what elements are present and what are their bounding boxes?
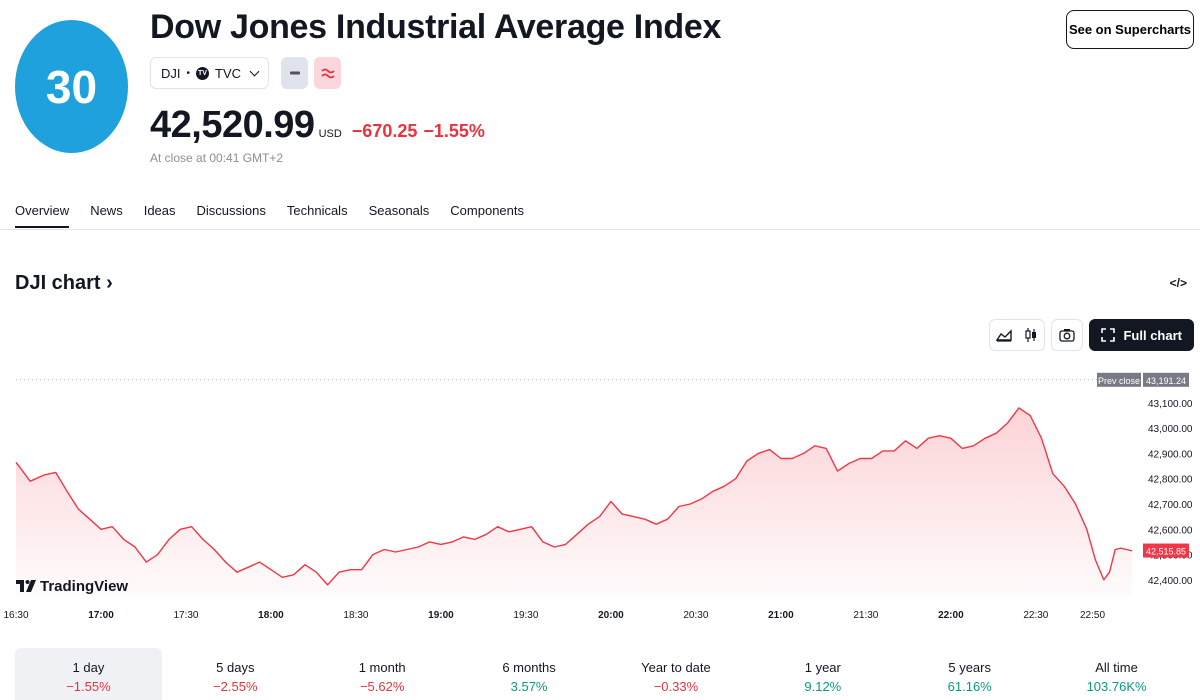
period-5-days[interactable]: 5 days −2.55% [162, 648, 309, 700]
period-label: 6 months [502, 660, 556, 675]
x-tick-label: 20:30 [683, 610, 708, 621]
prev-close-value-tag [1143, 372, 1189, 387]
period-1-year[interactable]: 1 year 9.12% [749, 648, 896, 700]
full-chart-button[interactable]: Full chart [1089, 319, 1194, 351]
chart-style-toggle [989, 319, 1046, 351]
period-change: 61.16% [947, 679, 992, 694]
price-chart[interactable]: 43,100.00 43,000.00 42,900.00 42,800.00 42,7… [0, 370, 1200, 630]
tradingview-watermark: TradingView [40, 578, 128, 595]
y-tick-label: 43,000.00 [1148, 424, 1193, 435]
close-timestamp: At close at 00:41 GMT+2 [150, 151, 284, 165]
embed-code-icon[interactable]: </> [1169, 276, 1187, 290]
period-change: −1.55% [66, 679, 111, 694]
tab-technicals[interactable]: Technicals [286, 203, 348, 218]
candles-icon[interactable] [1017, 320, 1044, 350]
price-area-fill [16, 407, 1133, 595]
expand-icon [1101, 328, 1116, 342]
tab-news[interactable]: News [90, 203, 123, 218]
prev-close-tag-label: Prev close [1098, 376, 1140, 386]
y-tick-label: 42,400.00 [1148, 576, 1193, 587]
x-tick-label: 18:00 [258, 610, 284, 621]
chart-toolbar: Full chart [989, 319, 1194, 351]
x-tick-label: 17:30 [173, 610, 198, 621]
currency-label: USD [318, 128, 342, 140]
x-tick-label: 21:00 [768, 610, 794, 621]
y-tick-label: 42,800.00 [1148, 475, 1193, 486]
price-row: 42,520.99 USD −670.25 −1.55% [150, 104, 491, 147]
x-tick-label: 19:00 [428, 610, 454, 621]
x-tick-label: 22:50 [1080, 610, 1105, 621]
price-change-percent: −1.55% [423, 121, 485, 141]
period-change: 9.12% [804, 679, 842, 694]
tab-ideas[interactable]: Ideas [143, 203, 176, 218]
period-label: 5 years [948, 660, 991, 675]
period-change: 3.57% [510, 679, 548, 694]
dot-separator: • [186, 67, 191, 79]
period-selector: 1 day −1.55% 5 days −2.55% 1 month −5.62% 6 mo… [15, 648, 1190, 700]
symbol-selector[interactable]: DJI • TV TVC [150, 57, 270, 89]
period-change: −0.33% [653, 679, 699, 694]
tab-seasonals[interactable]: Seasonals [368, 203, 430, 218]
last-price-tag [1143, 543, 1189, 558]
prev-close-tag [1097, 372, 1141, 387]
period-change: −2.55% [213, 679, 258, 694]
x-tick-label: 22:00 [938, 610, 964, 621]
x-tick-label: 21:30 [853, 610, 878, 621]
page-title: Dow Jones Industrial Average Index [150, 8, 722, 46]
period-label: Year to date [641, 660, 711, 675]
nav-tabs: Overview News Ideas Discussions Technica… [15, 203, 545, 228]
period-change: −5.62% [359, 679, 405, 694]
chevron-right-icon: › [100, 272, 113, 294]
tabs-divider [0, 229, 1200, 230]
period-label: 1 year [804, 660, 841, 675]
see-on-supercharts-button[interactable]: See on Supercharts [1066, 10, 1194, 49]
x-tick-label: 16:30 [3, 610, 28, 621]
full-chart-label: Full chart [1123, 327, 1182, 343]
current-price: 42,520.99 [150, 104, 315, 146]
minus-icon[interactable] [281, 57, 309, 89]
tab-discussions[interactable]: Discussions [196, 203, 266, 218]
tab-components[interactable]: Components [450, 203, 525, 218]
y-tick-label: 42,700.00 [1148, 500, 1193, 511]
chart-section-title[interactable]: DJI chart › [15, 272, 113, 295]
area-chart-icon[interactable] [990, 320, 1017, 350]
exchange-label: TVC [215, 65, 242, 81]
exchange-badge-icon: TV [196, 66, 210, 80]
camera-icon[interactable] [1051, 319, 1084, 351]
prev-close-value: 43,191.24 [1146, 376, 1186, 386]
tradingview-logo-icon [16, 580, 36, 592]
period-all-time[interactable]: All time 103.76K% [1043, 648, 1190, 700]
period-year-to-date[interactable]: Year to date −0.33% [603, 648, 750, 700]
x-tick-label: 20:00 [598, 610, 624, 621]
period-label: 1 month [358, 660, 406, 675]
period-5-years[interactable]: 5 years 61.16% [896, 648, 1043, 700]
approx-icon[interactable] [314, 57, 342, 89]
y-tick-label: 43,100.00 [1148, 399, 1193, 410]
x-tick-label: 19:30 [513, 610, 538, 621]
y-tick-label: 42,900.00 [1148, 449, 1193, 460]
period-1-month[interactable]: 1 month −5.62% [309, 648, 456, 700]
x-tick-label: 17:00 [88, 610, 114, 621]
period-6-months[interactable]: 6 months 3.57% [456, 648, 603, 700]
symbol-label: DJI [161, 65, 181, 81]
company-logo: 30 [15, 20, 128, 153]
period-change: 103.76K% [1086, 679, 1147, 694]
last-price-value: 42,515.85 [1146, 547, 1186, 557]
price-line [15, 407, 1133, 586]
chevron-down-icon [249, 66, 260, 76]
y-tick-label: 42,600.00 [1148, 525, 1193, 536]
price-chart-svg: 43,100.00 43,000.00 42,900.00 42,800.00 42,7… [3, 372, 1193, 621]
period-label: 1 day [72, 660, 105, 675]
x-tick-label: 18:30 [343, 610, 368, 621]
period-label: 5 days [216, 660, 255, 675]
period-1-day[interactable]: 1 day −1.55% [15, 648, 162, 700]
chart-section-label: DJI chart [15, 272, 101, 294]
ticker-row: DJI • TV TVC [150, 57, 342, 89]
tab-overview[interactable]: Overview [15, 203, 70, 228]
price-change: −670.25 [351, 121, 418, 141]
x-tick-label: 22:30 [1023, 610, 1048, 621]
period-label: All time [1095, 660, 1138, 675]
